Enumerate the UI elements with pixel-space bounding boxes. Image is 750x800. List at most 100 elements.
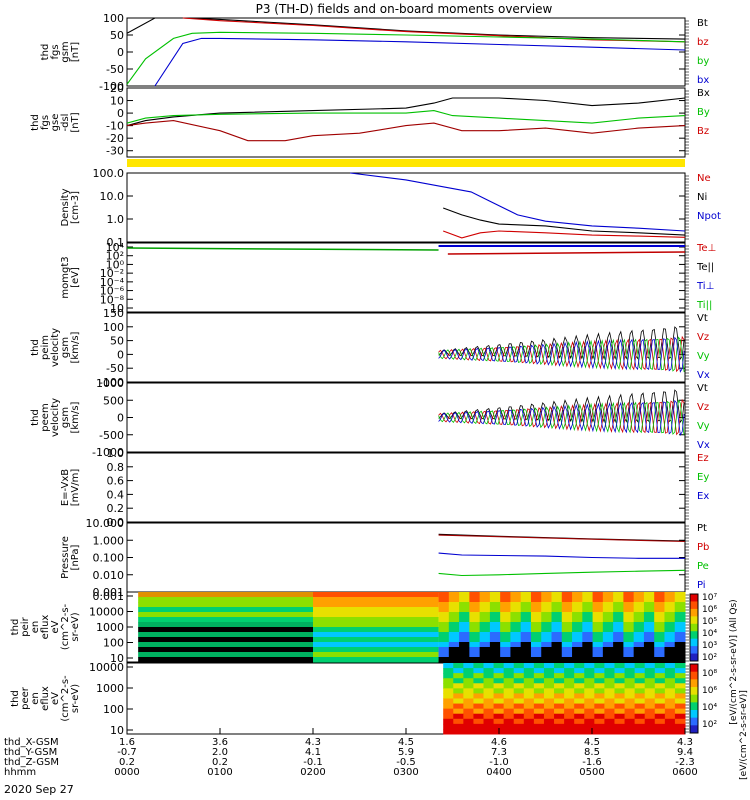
y-axis-label: [nT] <box>70 112 81 132</box>
spec-cell <box>489 657 501 663</box>
spec-cell <box>574 673 585 679</box>
spec-cell <box>473 698 484 705</box>
spec-cell <box>541 657 553 663</box>
spec-cell <box>443 718 454 725</box>
spec-cell <box>443 683 454 689</box>
y-tick-label: 10000 <box>89 661 124 674</box>
spec-cell <box>634 688 646 694</box>
spec-cell <box>500 597 511 603</box>
spec-cell <box>459 607 470 613</box>
spec-cell <box>523 723 535 730</box>
legend-Ti||: Ti|| <box>696 300 712 311</box>
spec-cell <box>604 678 615 684</box>
spec-cell <box>523 678 535 684</box>
spec-cell <box>503 668 515 674</box>
spec-cell <box>453 708 464 715</box>
spec-cell <box>623 622 635 628</box>
spec-cell <box>473 708 484 715</box>
spec-cell <box>674 668 686 674</box>
y-axis-label: thd <box>40 44 51 61</box>
y-tick-label: 100.0 <box>93 167 125 180</box>
y-tick-label: 10000 <box>89 606 124 619</box>
x-tick-label: 1.6 <box>119 737 135 748</box>
spec-cell <box>520 607 532 613</box>
spec-cell <box>533 668 545 674</box>
spec-cell <box>479 652 491 658</box>
spec-cell <box>674 652 686 658</box>
x-row-label: thd_Z-GSM <box>4 757 59 768</box>
spec-cell <box>624 703 636 710</box>
legend-Npot: Npot <box>697 211 721 222</box>
spec-cell <box>613 622 624 628</box>
spec-cell <box>503 698 515 705</box>
colorbar-tick: 10⁷ <box>702 593 717 603</box>
x-row-label: thd_X-GSM <box>4 737 59 748</box>
spec-cell <box>572 612 583 618</box>
spec-cell <box>459 632 470 638</box>
spec-cell <box>592 622 604 628</box>
y-axis-label: peir <box>20 616 31 636</box>
spec-cell <box>624 698 636 705</box>
series-Pb <box>438 534 686 543</box>
spec-cell <box>479 647 491 653</box>
spec-cell <box>594 683 605 689</box>
spec-cell <box>479 602 491 608</box>
y-axis-label: (cm^2-s- <box>60 603 71 650</box>
spec-cell <box>582 592 594 598</box>
spec-cell <box>664 607 676 613</box>
spec-cell <box>510 642 522 648</box>
spec-cell <box>489 597 501 603</box>
spec-cell <box>582 652 594 658</box>
spec-cell <box>584 718 595 725</box>
spec-cell <box>533 693 545 699</box>
spec-cell <box>520 632 532 638</box>
panel-efield: 1.00.80.60.40.20.0 E=-VxB [mV/m] Ez Ey Ex <box>60 447 709 529</box>
spec-cell <box>634 668 646 674</box>
y-tick-label: 0.4 <box>107 488 125 501</box>
spec-cell <box>551 657 563 663</box>
spec-cell <box>438 622 450 628</box>
spec-cell <box>644 728 656 735</box>
spec-cell <box>503 678 515 684</box>
spec-cell <box>551 612 563 618</box>
spec-cell <box>520 627 532 633</box>
series-Bx <box>126 97 686 127</box>
spec-cell <box>643 592 655 598</box>
spec-cell <box>503 693 515 699</box>
spec-cell <box>513 723 525 730</box>
y-axis-label: [mV/m] <box>70 469 81 507</box>
spec-cell <box>513 728 525 735</box>
spec-cell <box>643 642 655 648</box>
spec-cell <box>489 652 501 658</box>
velocity-trace <box>438 399 685 436</box>
x-tick-label: 2.0 <box>212 747 228 758</box>
spec-cell <box>592 637 604 643</box>
x-tick-label: 7.3 <box>491 747 507 758</box>
spec-cell <box>614 718 626 725</box>
spec-cell <box>574 703 585 710</box>
spec-cell <box>624 713 636 720</box>
spec-cell <box>473 718 484 725</box>
spec-cell <box>654 698 666 705</box>
spec-cell <box>523 663 535 669</box>
legend-Ti⊥: Ti⊥ <box>696 281 714 292</box>
spec-cell <box>674 627 686 633</box>
spec-cell <box>463 713 474 720</box>
spec-cell <box>448 622 460 628</box>
y-axis-label: eV <box>50 692 61 705</box>
spec-cell <box>664 612 676 618</box>
y-tick-label: -50 <box>106 63 124 76</box>
y-axis-label: [nT] <box>70 42 81 62</box>
spec-cell <box>674 647 686 653</box>
spec-cell <box>520 647 532 653</box>
spec-cell <box>138 657 313 663</box>
spec-cell <box>483 723 495 730</box>
x-tick-label: -0.7 <box>117 747 137 758</box>
spec-cell <box>554 683 565 689</box>
colorbar-label: [eV/(cm^2-s-sr-eV)] <box>739 690 749 780</box>
spec-cell <box>459 597 470 603</box>
y-tick-label: 10.0 <box>100 190 125 203</box>
spec-cell <box>500 622 511 628</box>
spec-cell <box>644 708 656 715</box>
spec-cell <box>533 723 545 730</box>
